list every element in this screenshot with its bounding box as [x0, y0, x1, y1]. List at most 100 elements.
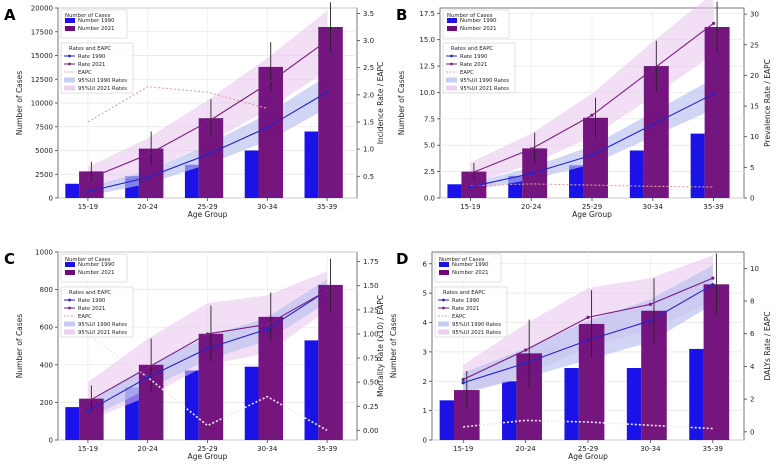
legend-marker [442, 306, 445, 310]
rate-1990-point [461, 381, 465, 385]
x-tick-label: 35-39 [703, 445, 723, 453]
y-tick-label: 6 [423, 260, 428, 268]
y-tick-label: 600 [40, 324, 53, 332]
y2-tick-label: 8 [750, 298, 754, 306]
rate-2021-point [146, 366, 150, 370]
legend-cases-title: Number of Cases [439, 257, 485, 263]
legend-marker [442, 298, 445, 302]
ci-band-2021 [87, 10, 328, 191]
y-tick-label: 5 [423, 290, 427, 298]
y2-tick-label: 30 [750, 11, 759, 19]
rate-1990-point [711, 283, 715, 287]
rate-2021-point [648, 302, 653, 306]
rate-2021-point [205, 120, 210, 124]
y2-tick-label: 25 [750, 41, 759, 49]
rate-2021-point [468, 171, 472, 176]
x-tick-label: 30-34 [640, 445, 661, 453]
bar-1990 [569, 165, 584, 198]
y2-axis-label: Prevalence Rate / EAPC [763, 59, 772, 147]
legend-item: 95%UI 1990 Rates [460, 78, 509, 84]
rate-2021-point [461, 377, 465, 382]
bar-2021 [704, 27, 730, 198]
legend-item: Rate 2021 [452, 306, 479, 312]
legend-swatch [64, 77, 75, 83]
bar-1990 [439, 400, 454, 440]
y2-tick-label: 10 [750, 265, 759, 273]
rate-2021-point [146, 152, 150, 157]
rate-1990-point [86, 189, 90, 194]
legend-item: Rate 1990 [452, 298, 480, 304]
ci-band-1990 [87, 75, 328, 196]
y2-tick-label: 3.0 [363, 37, 374, 45]
panel-c: C 0 200 400 600 800 1000 0.00 0.25 0.50 0.75 1.00 1.… [4, 249, 385, 462]
legend-cases-box [434, 253, 502, 283]
ci-band-2021 [470, 0, 714, 185]
x-tick-label: 30-34 [643, 203, 664, 211]
legend-item: EAPC [452, 314, 466, 320]
legend-swatch [65, 270, 75, 275]
x-tick-label: 25-29 [197, 445, 217, 453]
y2-tick-label: 1.00 [363, 330, 379, 338]
legend-rates-title: Rates and EAPC [69, 290, 111, 296]
y-tick-label: 1 [423, 407, 427, 415]
y2-axis-label: Incidence Rate / EAPC [376, 62, 385, 145]
x-tick-label: 25-29 [582, 203, 602, 211]
legend-swatch [447, 26, 457, 31]
legend-cases-title: Number of Cases [65, 13, 111, 19]
legend-item: Rate 2021 [460, 62, 487, 68]
panel-a: A 0 2500 5000 7500 10000 12500 15000 17500 20000 0… [4, 2, 385, 219]
rate-1990-point [586, 338, 590, 342]
eapc-line [463, 419, 713, 430]
x-axis-label: Age Group [188, 452, 228, 461]
legend-swatch [64, 329, 75, 335]
y-tick-label: 3 [423, 348, 427, 356]
legend-rates-title: Rates and EAPC [451, 46, 493, 52]
rate-1990-point [468, 185, 472, 189]
y-tick-label: 2500 [35, 171, 53, 179]
legend-item: Rate 1990 [78, 54, 106, 60]
legend-item: Rate 2021 [78, 62, 105, 68]
bar-1990 [304, 340, 319, 440]
y-tick-label: 5.0 [424, 142, 435, 150]
y-tick-label: 15000 [31, 52, 53, 60]
x-tick-label: 20-24 [515, 445, 536, 453]
legend-rates-box [434, 286, 508, 338]
legend-item: Number 1990 [460, 18, 497, 24]
x-axis-label: Age Group [572, 210, 612, 219]
panel-label: D [396, 250, 408, 268]
bar-1990 [304, 131, 319, 198]
legend-swatch [65, 18, 75, 23]
x-axis-label: Age Group [188, 210, 228, 219]
rate-2021-point [529, 147, 533, 151]
y2-tick-label: 10 [750, 133, 759, 141]
y2-tick-label: 20 [750, 72, 759, 80]
y-axis-label: Number of Cases [397, 71, 406, 135]
y-tick-label: 5000 [35, 147, 53, 155]
rate-1990-point [648, 319, 653, 323]
bar-1990 [184, 164, 199, 198]
eapc-line [470, 183, 714, 188]
legend-item: Number 2021 [78, 26, 114, 32]
legend-cases-box [60, 9, 128, 39]
x-tick-label: 15-19 [453, 445, 473, 453]
legend-marker [450, 62, 453, 66]
legend-swatch [65, 262, 75, 267]
y2-tick-label: 4 [750, 363, 755, 371]
y-tick-label: 0.0 [424, 195, 435, 203]
bar-1990 [502, 381, 517, 440]
legend-rates-box [60, 286, 134, 338]
legend-item: 95%UI 1990 Rates [78, 78, 127, 84]
legend-item: Number 1990 [78, 18, 115, 24]
y2-tick-label: 1.50 [363, 282, 379, 290]
y-tick-label: 0 [423, 437, 427, 445]
y-tick-label: 7.5 [424, 115, 435, 123]
rate-1990-point [524, 361, 528, 365]
y-tick-label: 12.5 [419, 63, 435, 71]
legend-swatch [446, 85, 457, 91]
legend-item: Rate 1990 [78, 298, 106, 304]
y2-tick-label: 1.0 [363, 146, 374, 154]
bar-2021 [318, 27, 343, 198]
y2-tick-label: 1.5 [363, 119, 374, 127]
rate-2021-point [265, 322, 269, 326]
rate-1990-point [205, 346, 210, 351]
